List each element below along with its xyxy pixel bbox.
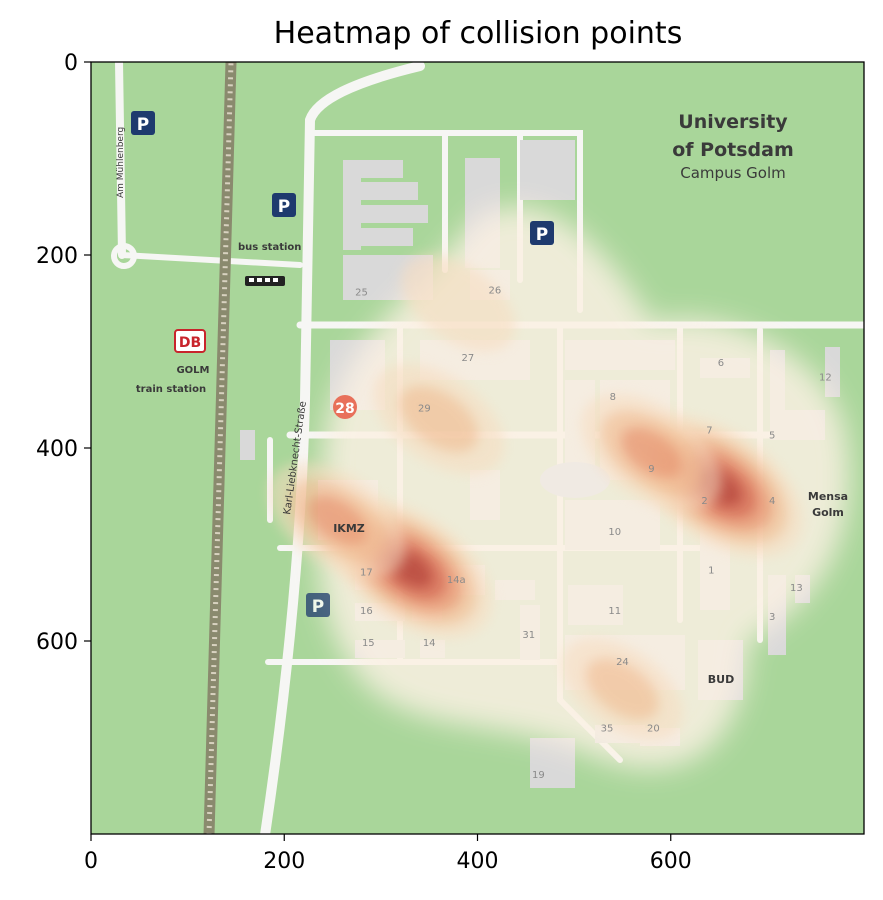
x-tick-label: 600 [650, 849, 692, 874]
building-number: 13 [790, 583, 803, 594]
building-number: 5 [769, 430, 775, 441]
building-number: 8 [610, 392, 616, 403]
heat-contour [401, 255, 516, 352]
heat-hotspot [580, 393, 722, 513]
heatmap-density-layer [268, 206, 850, 769]
bus-icon [245, 276, 285, 286]
university-title-line2: of Potsdam [672, 139, 794, 161]
building-number: 14a [447, 575, 466, 586]
building-28-badge-icon: 28 [333, 395, 357, 419]
building-number: 2 [701, 496, 707, 507]
parking-sign-icon: P [272, 193, 296, 217]
svg-text:P: P [312, 597, 324, 617]
heat-hotspot [268, 462, 407, 579]
building-number: 26 [489, 286, 502, 297]
building-number: 9 [648, 464, 654, 475]
building-number: 1 [708, 565, 714, 576]
building-number: 35 [601, 724, 614, 735]
building-number: 3 [769, 612, 775, 623]
bus-station-label: bus station [238, 242, 301, 253]
y-tick-label: 0 [64, 51, 78, 76]
heat-contour [399, 385, 479, 453]
building-number: 20 [647, 724, 660, 735]
building-number: 11 [608, 606, 621, 617]
building-number: 16 [360, 606, 373, 617]
heat-contour [621, 427, 682, 479]
bud-label: BUD [708, 673, 734, 686]
svg-text:P: P [137, 115, 149, 135]
svg-text:P: P [536, 225, 548, 245]
railway-track [203, 62, 237, 834]
building-number: 6 [718, 358, 724, 369]
heat-contour [586, 658, 659, 720]
building-number: 4 [769, 496, 775, 507]
building-number: 15 [362, 638, 375, 649]
campus-subtitle: Campus Golm [680, 164, 785, 182]
building-number: 19 [532, 770, 545, 781]
parking-sign-icon: P [131, 111, 155, 135]
svg-text:P: P [278, 197, 290, 217]
train-station-label: train station [136, 384, 206, 395]
heat-contour [307, 495, 367, 546]
db-logo-icon: DB [174, 329, 206, 353]
building-number: 27 [461, 353, 474, 364]
y-tick-label: 200 [36, 244, 78, 269]
svg-text:28: 28 [335, 401, 354, 417]
street-label-am-muehlenberg: Am Mühlenberg [116, 127, 126, 198]
heat-hotspot [561, 638, 683, 741]
heat-hotspot [373, 363, 505, 475]
building-number: 25 [355, 288, 368, 299]
building-number: 31 [522, 630, 535, 641]
parking-sign-icon: P [530, 221, 554, 245]
y-tick-label: 400 [36, 437, 78, 462]
x-tick-label: 200 [263, 849, 305, 874]
x-axis: 0 200 400 600 [84, 834, 692, 874]
building-number: 17 [360, 567, 373, 578]
roundabout [111, 243, 137, 269]
university-title-line1: University [678, 111, 788, 133]
heat-hotspot [401, 255, 516, 352]
golm-label: GOLM [176, 365, 209, 376]
building-number: 10 [608, 527, 621, 538]
parking-sign-icon: P [306, 593, 330, 617]
building-number: 24 [616, 657, 629, 668]
building-number: 29 [418, 403, 431, 414]
svg-text:DB: DB [179, 335, 201, 351]
mensa-label-line1: Mensa [808, 490, 848, 503]
x-tick-label: 400 [457, 849, 499, 874]
x-tick-label: 0 [84, 849, 98, 874]
y-tick-label: 600 [36, 630, 78, 655]
ikmz-label: IKMZ [333, 522, 365, 535]
chart-title: Heatmap of collision points [274, 16, 683, 51]
y-axis: 0 200 400 600 [36, 51, 91, 655]
building-number: 7 [706, 426, 712, 437]
building-number: 12 [819, 372, 832, 383]
building-number: 14 [423, 638, 436, 649]
mensa-label-line2: Golm [812, 506, 844, 519]
